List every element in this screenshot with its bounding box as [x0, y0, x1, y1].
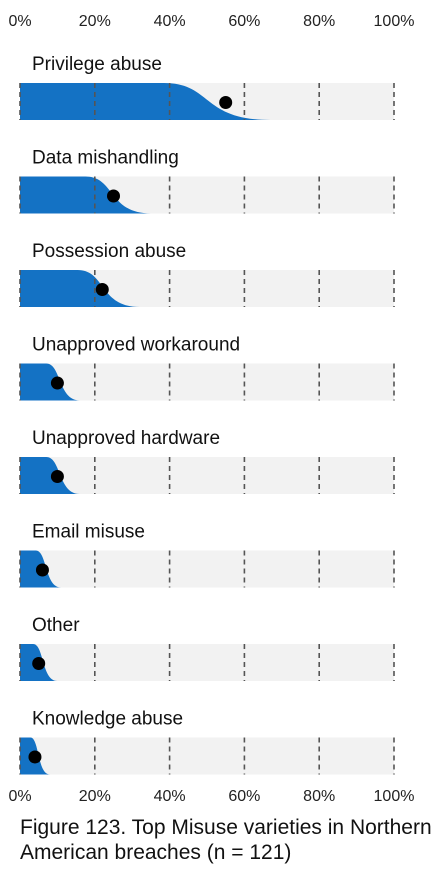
category-label: Other [32, 615, 80, 636]
figure-caption: Figure 123. Top Misuse varieties in Nort… [20, 816, 432, 864]
point-estimate-dot [95, 283, 109, 296]
category-label: Knowledge abuse [32, 709, 183, 730]
row-6: Other [19, 615, 395, 681]
distribution-area [20, 176, 151, 214]
row-2: Possession abuse [19, 241, 395, 307]
distribution-area [20, 457, 80, 494]
top-tick-label-0: 0% [8, 13, 31, 30]
distribution-area [20, 270, 140, 307]
point-estimate-dot [35, 563, 49, 577]
row-0: Privilege abuse [19, 54, 395, 120]
category-label: Data mishandling [32, 148, 179, 169]
point-estimate-dot [50, 376, 64, 390]
bottom-tick-label-3: 60% [228, 788, 260, 805]
top-tick-label-1: 20% [79, 13, 111, 30]
bottom-tick-label-2: 40% [154, 788, 186, 805]
track-background [20, 737, 394, 775]
category-label: Unapproved hardware [32, 428, 220, 449]
bottom-tick-label-5: 100% [374, 788, 415, 805]
row-4: Unapproved hardware [19, 428, 395, 494]
row-5: Email misuse [19, 522, 395, 588]
track-background [20, 644, 394, 681]
bottom-tick-label-4: 80% [303, 788, 335, 805]
point-estimate-dot [28, 750, 42, 764]
track-background [20, 550, 394, 588]
row-7: Knowledge abuse [19, 709, 395, 775]
top-tick-label-4: 80% [303, 13, 335, 30]
point-estimate-dot [32, 657, 46, 670]
top-tick-label-5: 100% [374, 13, 415, 30]
bottom-tick-label-1: 20% [79, 788, 111, 805]
point-estimate-dot [50, 470, 64, 483]
track-background [20, 363, 394, 401]
category-label: Privilege abuse [32, 54, 162, 75]
distribution-area [20, 363, 80, 401]
point-estimate-dot [107, 189, 120, 203]
track-background [20, 457, 394, 494]
category-label: Possession abuse [32, 241, 186, 262]
misuse-varieties-chart: 0% 20% 40% 60% 80% 100% 0% 20% 40% 60% 80% 100% Priv… [8, 13, 415, 805]
bottom-tick-label-0: 0% [8, 788, 31, 805]
category-label: Email misuse [32, 522, 145, 543]
top-tick-label-2: 40% [154, 13, 186, 30]
point-estimate-dot [219, 96, 233, 109]
top-tick-label-3: 60% [228, 13, 260, 30]
row-1: Data mishandling [19, 148, 395, 214]
row-3: Unapproved workaround [19, 335, 395, 401]
category-label: Unapproved workaround [32, 335, 240, 356]
distribution-area [20, 83, 271, 120]
